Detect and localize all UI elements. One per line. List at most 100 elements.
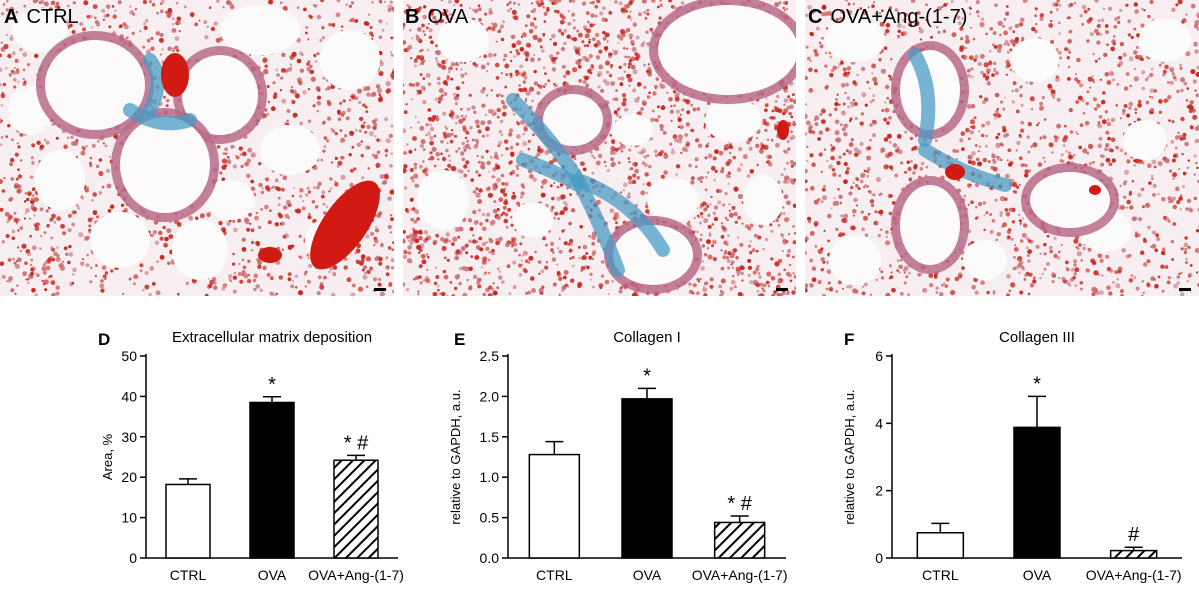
chart-title: Collagen III	[999, 329, 1075, 346]
chart-e-svg: E Collagen I relative to GAPDH, a.u. 0.0 0.5…	[446, 320, 796, 584]
micrograph-ova	[403, 0, 796, 296]
micrograph-ova-ang-image	[805, 0, 1199, 296]
x-tick-label: OVA	[258, 567, 287, 583]
y-tick-label: 10	[121, 510, 137, 526]
y-axis-label: Area, %	[100, 433, 115, 480]
airway-lumen	[900, 185, 960, 265]
x-tick-label: CTRL	[922, 567, 959, 583]
bar-ctrl	[917, 533, 963, 558]
alveolar-space	[1011, 38, 1059, 82]
y-tick-label: 6	[875, 348, 883, 364]
panel-c-title: OVA+Ang-(1-7)	[830, 6, 967, 28]
alveolar-space	[260, 125, 320, 175]
chart-letter: D	[98, 330, 110, 349]
panel-a-label: A CTRL	[4, 6, 79, 29]
chart-f: F Collagen III relative to GAPDH, a.u. 0 2 4 6…	[842, 320, 1199, 584]
significance-marker: #	[1128, 524, 1140, 546]
y-tick-label: 0.5	[480, 510, 500, 526]
x-tick-label: OVA+Ang-(1-7)	[692, 567, 788, 583]
x-tick-label: CTRL	[536, 567, 573, 583]
micrograph-ova-image	[403, 0, 796, 296]
x-tick-label: OVA+Ang-(1-7)	[1086, 567, 1182, 583]
significance-marker: * #	[344, 432, 369, 454]
bar-ova	[1014, 427, 1060, 558]
collagen-stain	[150, 60, 158, 110]
bar-ova	[622, 399, 672, 558]
blood-vessel	[945, 164, 965, 180]
alveolar-space	[613, 114, 653, 146]
chart-title: Collagen I	[613, 329, 681, 346]
alveolar-space	[1123, 120, 1167, 160]
y-tick-label: 1.0	[480, 469, 500, 485]
significance-marker: *	[1033, 373, 1041, 395]
alveolar-space	[220, 5, 300, 55]
alveolar-space	[829, 235, 881, 285]
significance-marker: *	[268, 374, 276, 396]
micrograph-ctrl-image	[0, 0, 394, 296]
alveolar-space	[35, 150, 85, 210]
y-axis-label: relative to GAPDH, a.u.	[842, 389, 857, 524]
y-axis-label: relative to GAPDH, a.u.	[448, 389, 463, 524]
alveolar-space	[90, 212, 150, 268]
micrograph-ova-ang	[805, 0, 1199, 296]
x-tick-label: OVA+Ang-(1-7)	[308, 567, 404, 583]
scale-bar	[1179, 288, 1191, 291]
y-tick-label: 0.0	[480, 550, 500, 566]
bar-ova	[250, 402, 294, 558]
alveolar-space	[1139, 18, 1191, 62]
y-tick-label: 20	[121, 469, 137, 485]
x-tick-label: OVA	[1023, 567, 1052, 583]
panel-a-letter: A	[4, 6, 18, 28]
scale-bar	[776, 288, 788, 291]
chart-title: Extracellular matrix deposition	[172, 329, 372, 346]
significance-marker: *	[643, 365, 651, 387]
y-tick-label: 40	[121, 388, 137, 404]
y-tick-label: 2	[875, 483, 883, 499]
chart-e: E Collagen I relative to GAPDH, a.u. 0.0 0.5…	[446, 320, 796, 584]
y-tick-label: 30	[121, 429, 137, 445]
panel-c-letter: C	[808, 6, 822, 28]
panel-a-title: CTRL	[26, 6, 78, 28]
x-tick-label: CTRL	[170, 567, 207, 583]
y-tick-label: 2.0	[480, 388, 500, 404]
y-tick-label: 1.5	[480, 429, 500, 445]
blood-vessel	[258, 247, 282, 263]
chart-d-svg: D Extracellular matrix deposition Area, % 0…	[96, 320, 406, 584]
alveolar-space	[705, 98, 761, 142]
alveolar-space	[320, 30, 380, 90]
significance-marker: * #	[727, 493, 752, 515]
airway-lumen	[1030, 172, 1110, 228]
bar-ova-ang-1-7-	[334, 460, 378, 558]
blood-vessel	[777, 120, 789, 140]
blood-vessel	[1089, 185, 1101, 195]
blood-vessel	[161, 53, 189, 97]
y-tick-label: 50	[121, 348, 137, 364]
panel-b-title: OVA	[427, 6, 468, 28]
panel-b-letter: B	[405, 6, 419, 28]
chart-f-svg: F Collagen III relative to GAPDH, a.u. 0 2 4 6…	[842, 320, 1199, 584]
chart-letter: F	[844, 330, 854, 349]
alveolar-space	[647, 178, 699, 222]
alveolar-space	[417, 170, 469, 230]
x-tick-label: OVA	[633, 567, 662, 583]
chart-letter: E	[454, 330, 465, 349]
bar-ova-ang-1-7-	[1111, 551, 1157, 558]
y-tick-label: 0	[875, 550, 883, 566]
panel-b-label: B OVA	[405, 6, 468, 29]
panel-c-label: C OVA+Ang-(1-7)	[808, 6, 967, 29]
airway-lumen	[658, 5, 796, 95]
y-tick-label: 0	[129, 550, 137, 566]
bar-ctrl	[529, 455, 579, 558]
bar-ctrl	[166, 484, 210, 558]
y-tick-label: 2.5	[480, 348, 500, 364]
scale-bar	[374, 288, 386, 291]
airway-lumen	[120, 117, 210, 213]
alveolar-space	[963, 240, 1007, 280]
bar-ova-ang-1-7-	[715, 522, 765, 558]
alveolar-space	[172, 220, 228, 280]
y-tick-label: 4	[875, 415, 883, 431]
alveolar-space	[513, 202, 553, 238]
micrograph-ctrl	[0, 0, 394, 296]
alveolar-space	[743, 175, 783, 225]
chart-d: D Extracellular matrix deposition Area, % 0…	[96, 320, 406, 584]
